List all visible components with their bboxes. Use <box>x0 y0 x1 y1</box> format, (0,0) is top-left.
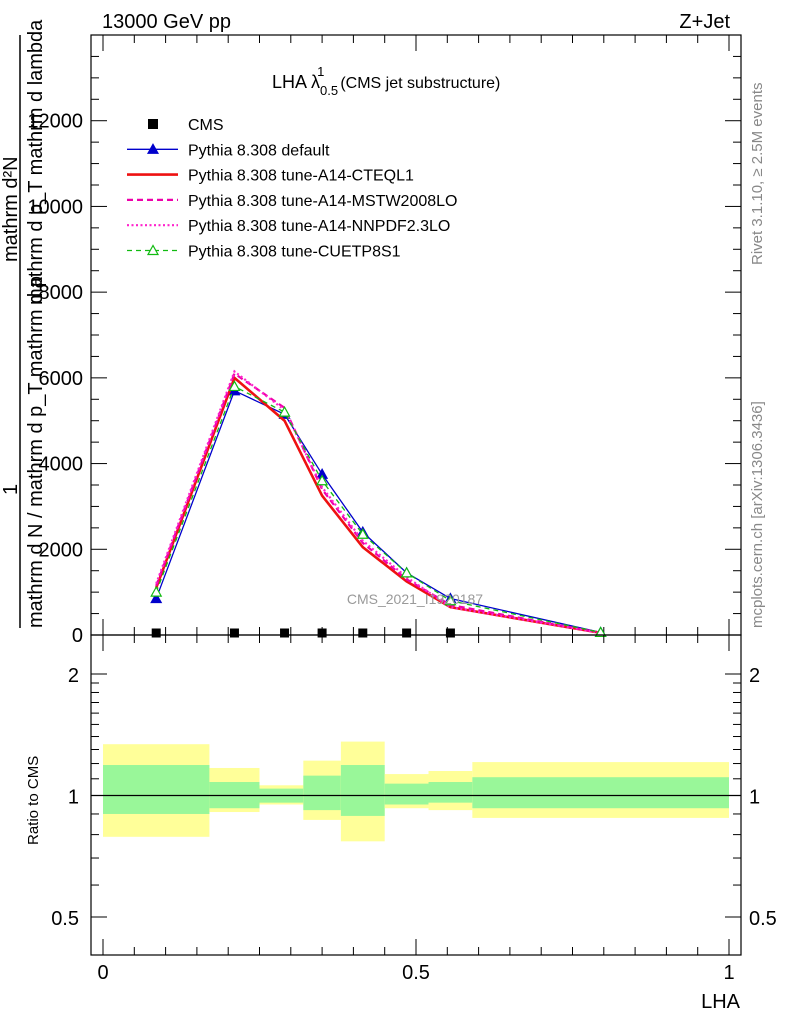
ratio-ytick-label: 0.5 <box>51 908 79 930</box>
ratio-inner-band <box>340 765 385 816</box>
header-right: Z+Jet <box>679 11 730 33</box>
series-marker <box>444 594 457 606</box>
main-ylabel: 1 mathrm d N / mathrm d p_T mathrm d p m… <box>0 19 47 628</box>
ylabel-right-numerator: mathrm d²N <box>0 156 22 262</box>
main-ytick-label: 0 <box>72 625 83 647</box>
main-ytick-label: 6000 <box>39 368 84 390</box>
legend-swatch-marker <box>146 143 160 154</box>
ratio-inner-band <box>103 765 210 814</box>
header-left: 13000 GeV pp <box>102 11 231 33</box>
ratio-panel: 0.5 0.51 12 2 Ratio to CMS 0 0.5 1 LHA <box>25 634 777 1013</box>
legend-label: Pythia 8.308 default <box>188 142 330 159</box>
watermark: CMS_2021_I1920187 <box>347 591 483 607</box>
ratio-ytick-label-right: 1 <box>749 787 760 809</box>
plot-title-sub: 0.5 <box>320 83 338 98</box>
main-axis-ticks: 0 2000 4000 6000 8000 10000 12000 <box>27 35 741 647</box>
plot-title-sup: 1 <box>317 64 324 79</box>
legend-swatch-marker <box>146 244 160 256</box>
ratio-inner-band <box>384 783 429 805</box>
ylabel-right-denominator: mathrm d p_T mathrm d lambda <box>25 19 47 305</box>
legend-label: Pythia 8.308 tune-A14-MSTW2008LO <box>188 193 457 210</box>
ylabel-numerator: 1 <box>0 484 22 495</box>
x-tick-label: 0.5 <box>402 962 430 984</box>
ratio-ylabel: Ratio to CMS <box>25 756 42 845</box>
ratio-axis-ticks: 0.5 0.5 1 1 2 2 <box>51 665 777 930</box>
legend: CMS Pythia 8.308 default Pythia 8.308 tune… <box>127 117 457 261</box>
ylabel-denominator: mathrm d N / mathrm d p_T mathrm d p <box>25 276 47 628</box>
plot-title-main: LHA λ <box>272 72 320 92</box>
cms-data-point <box>402 628 412 638</box>
legend-label: Pythia 8.308 tune-CUETP8S1 <box>188 244 401 261</box>
ratio-inner-band <box>472 777 729 809</box>
legend-label: CMS <box>188 117 224 134</box>
cms-data-point <box>445 628 455 638</box>
main-ytick-label: 8000 <box>39 282 84 304</box>
ratio-bands <box>103 741 729 842</box>
series-marker <box>356 528 369 539</box>
legend-label: Pythia 8.308 tune-A14-NNPDF2.3LO <box>188 218 450 235</box>
x-axis-ticks: 0 0.5 1 <box>97 635 735 984</box>
series-line <box>155 371 601 634</box>
legend-swatch-cms <box>148 119 158 129</box>
series-marker <box>594 626 607 638</box>
plot-title-extra: (CMS jet substructure) <box>340 75 500 92</box>
mcplots-label: mcplots.cern.ch [arXiv:1306.3436] <box>749 401 766 628</box>
legend-label: Pythia 8.308 tune-A14-CTEQL1 <box>188 168 414 185</box>
main-ytick-label: 12000 <box>27 111 83 133</box>
main-ytick-label: 10000 <box>27 196 83 218</box>
cms-data-point <box>229 628 239 638</box>
ratio-ytick-label: 2 <box>68 665 79 687</box>
series-marker <box>316 474 329 486</box>
series-marker <box>228 380 241 392</box>
rivet-label: Rivet 3.1.10, ≥ 2.5M events <box>749 83 766 266</box>
ratio-ytick-label: 1 <box>68 787 79 809</box>
plot-title: LHA λ0.5 1 (CMS jet substructure) <box>272 64 500 98</box>
series-line <box>155 389 601 634</box>
cms-data-point <box>151 628 161 638</box>
ratio-ytick-label-right: 2 <box>749 665 760 687</box>
cms-data-point <box>280 628 290 638</box>
x-axis-label: LHA <box>701 991 741 1013</box>
series-marker <box>150 592 163 604</box>
x-tick-label: 1 <box>723 962 734 984</box>
main-series <box>150 369 607 638</box>
ratio-inner-band <box>428 782 473 803</box>
cms-data-point <box>317 628 327 638</box>
series-line <box>155 385 601 634</box>
main-panel: 0 2000 4000 6000 8000 10000 12000 CMS_2021_I19… <box>27 34 742 647</box>
series-marker <box>150 585 163 597</box>
cms-data-point <box>358 628 368 638</box>
main-ytick-label: 4000 <box>39 454 84 476</box>
series-line <box>154 375 601 635</box>
x-tick-label: 0 <box>97 962 108 984</box>
ratio-inner-band <box>303 775 341 811</box>
series-marker <box>400 566 413 578</box>
ratio-ytick-label-right: 0.5 <box>749 908 777 930</box>
main-ytick-label: 2000 <box>39 539 84 561</box>
series-marker <box>278 405 291 417</box>
